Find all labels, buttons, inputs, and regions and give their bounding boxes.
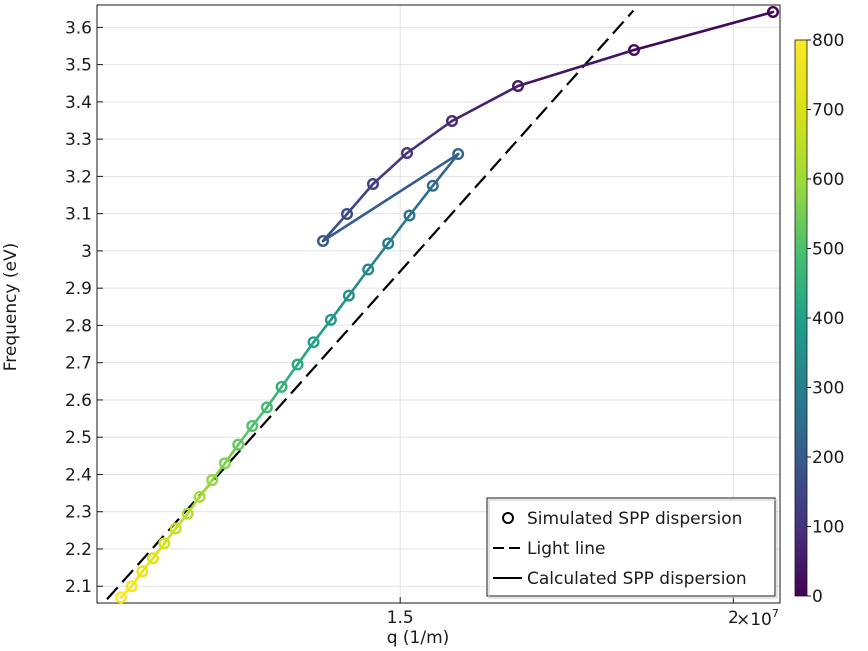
x-axis: 1.522.5 xyxy=(387,597,739,628)
legend-circle-marker xyxy=(502,512,514,524)
simulated-spp-point xyxy=(342,289,355,302)
y-tick-label: 2.2 xyxy=(65,540,92,560)
simulated-spp-point xyxy=(114,591,127,604)
y-tick-label: 3 xyxy=(81,242,92,262)
calculated-spp-segment xyxy=(321,152,460,243)
y-tick-label: 3.2 xyxy=(65,167,92,187)
plot-frame xyxy=(96,4,781,604)
colorbar-tick-label: 200 xyxy=(812,448,844,468)
x-axis-label: q (1/m) xyxy=(387,628,450,648)
simulated-spp-point xyxy=(291,358,304,371)
simulated-spp-point xyxy=(382,237,395,250)
colorbar-tick-label: 800 xyxy=(812,31,844,51)
colorbar-tick-label: 0 xyxy=(812,587,823,607)
y-tick-label: 2.1 xyxy=(65,577,92,597)
legend: Simulated SPP dispersion Light line Calc… xyxy=(486,497,778,599)
simulated-spp-point xyxy=(158,537,171,550)
calculated-spp-segment xyxy=(450,84,520,123)
y-tick-label: 3.4 xyxy=(65,93,92,113)
calculated-spp-segment xyxy=(516,48,636,88)
calculated-spp-segment xyxy=(632,10,775,52)
y-tick-label: 3.3 xyxy=(65,130,92,150)
simulated-spp-point xyxy=(260,401,273,414)
y-tick-label: 2.4 xyxy=(65,465,92,485)
calculated-spp-segment xyxy=(119,584,133,599)
colorbar-tick-label: 300 xyxy=(812,379,844,399)
y-tick-label: 3.6 xyxy=(65,18,92,38)
x-multiplier: ×107 xyxy=(736,607,779,630)
calculated-spp-segment xyxy=(236,424,254,446)
y-tick-label: 2.8 xyxy=(65,316,92,336)
simulated-spp-point xyxy=(307,336,320,349)
light-line xyxy=(106,9,635,601)
simulated-spp-point xyxy=(125,580,138,593)
simulated-spp-point xyxy=(628,44,641,57)
simulated-spp-point xyxy=(218,457,231,470)
calculated-spp-segment xyxy=(141,556,155,573)
y-tick-label: 2.5 xyxy=(65,428,92,448)
simulated-spp-point xyxy=(403,209,416,222)
legend-label-simulated: Simulated SPP dispersion xyxy=(527,509,742,529)
y-tick-label: 2.6 xyxy=(65,391,92,411)
calculated-spp-segment xyxy=(186,495,201,515)
calculated-spp-segment xyxy=(130,570,144,588)
colorbar-tick-label: 400 xyxy=(812,309,844,329)
colorbar-gradient xyxy=(794,39,808,597)
simulated-spp-point xyxy=(169,522,182,535)
simulated-spp-point xyxy=(232,438,245,451)
simulated-spp-point xyxy=(275,380,288,393)
calculated-spp-segment xyxy=(198,478,214,499)
y-axis: 2.1 2.2 2.3 2.4 2.5 2.6 2.7 2.8 2.9 3 3.1 3.2 3.3 3.4… xyxy=(65,18,103,597)
colorbar: 0 100 200 300 400 500 600 700 800 xyxy=(794,31,844,607)
simulated-spp-point xyxy=(426,179,439,192)
legend-shadow xyxy=(488,499,778,599)
simulated-spp-point xyxy=(136,565,149,578)
calculated-spp-segment xyxy=(210,461,227,482)
legend-label-light-line: Light line xyxy=(527,539,606,559)
colorbar-tick-label: 700 xyxy=(812,101,844,121)
x-tick-label: 2 xyxy=(728,608,739,628)
simulated-spp-point xyxy=(324,313,337,326)
legend-box xyxy=(486,497,776,597)
simulated-spp-point xyxy=(367,177,380,190)
y-tick-label: 2.7 xyxy=(65,354,92,374)
colorbar-tick-label: 600 xyxy=(812,170,844,190)
simulated-spp-point xyxy=(146,552,159,565)
calculated-spp-segment xyxy=(151,542,166,560)
legend-label-calculated: Calculated SPP dispersion xyxy=(527,569,747,589)
y-tick-label: 2.9 xyxy=(65,279,92,299)
simulated-spp-point xyxy=(767,5,780,19)
simulated-spp-point xyxy=(446,114,459,127)
y-tick-label: 2.3 xyxy=(65,503,92,523)
colorbar-ticks: 0 100 200 300 400 500 600 700 800 xyxy=(807,31,844,607)
calculated-spp-segment xyxy=(163,527,177,545)
calculated-spp-segment xyxy=(371,151,409,186)
simulated-spp-point xyxy=(341,207,354,220)
calculated-spp-segment xyxy=(345,182,375,216)
simulated-spp-point xyxy=(193,490,206,503)
simulated-spp-point xyxy=(246,420,259,433)
calculated-spp-segment xyxy=(174,512,189,530)
y-axis-label: Frequency (eV) xyxy=(1,243,21,372)
colorbar-tick-label: 500 xyxy=(812,240,844,260)
markers-layer xyxy=(114,5,780,604)
calculated-spp-segment xyxy=(321,212,349,243)
colorbar-tick-label: 100 xyxy=(812,518,844,538)
calculated-spp-segment xyxy=(431,152,460,188)
calculated-spp-segment xyxy=(405,119,454,155)
simulated-spp-point xyxy=(181,507,194,520)
y-tick-label: 3.1 xyxy=(65,205,92,225)
simulated-spp-point xyxy=(317,234,330,247)
simulated-spp-point xyxy=(452,148,465,161)
calculated-spp-segment xyxy=(408,184,435,217)
simulated-spp-point xyxy=(512,79,525,92)
y-tick-label: 3.5 xyxy=(65,56,92,76)
simulated-spp-point xyxy=(206,474,219,487)
simulated-spp-point xyxy=(362,263,375,276)
x-tick-label: 1.5 xyxy=(387,608,414,628)
simulated-spp-point xyxy=(401,146,414,159)
